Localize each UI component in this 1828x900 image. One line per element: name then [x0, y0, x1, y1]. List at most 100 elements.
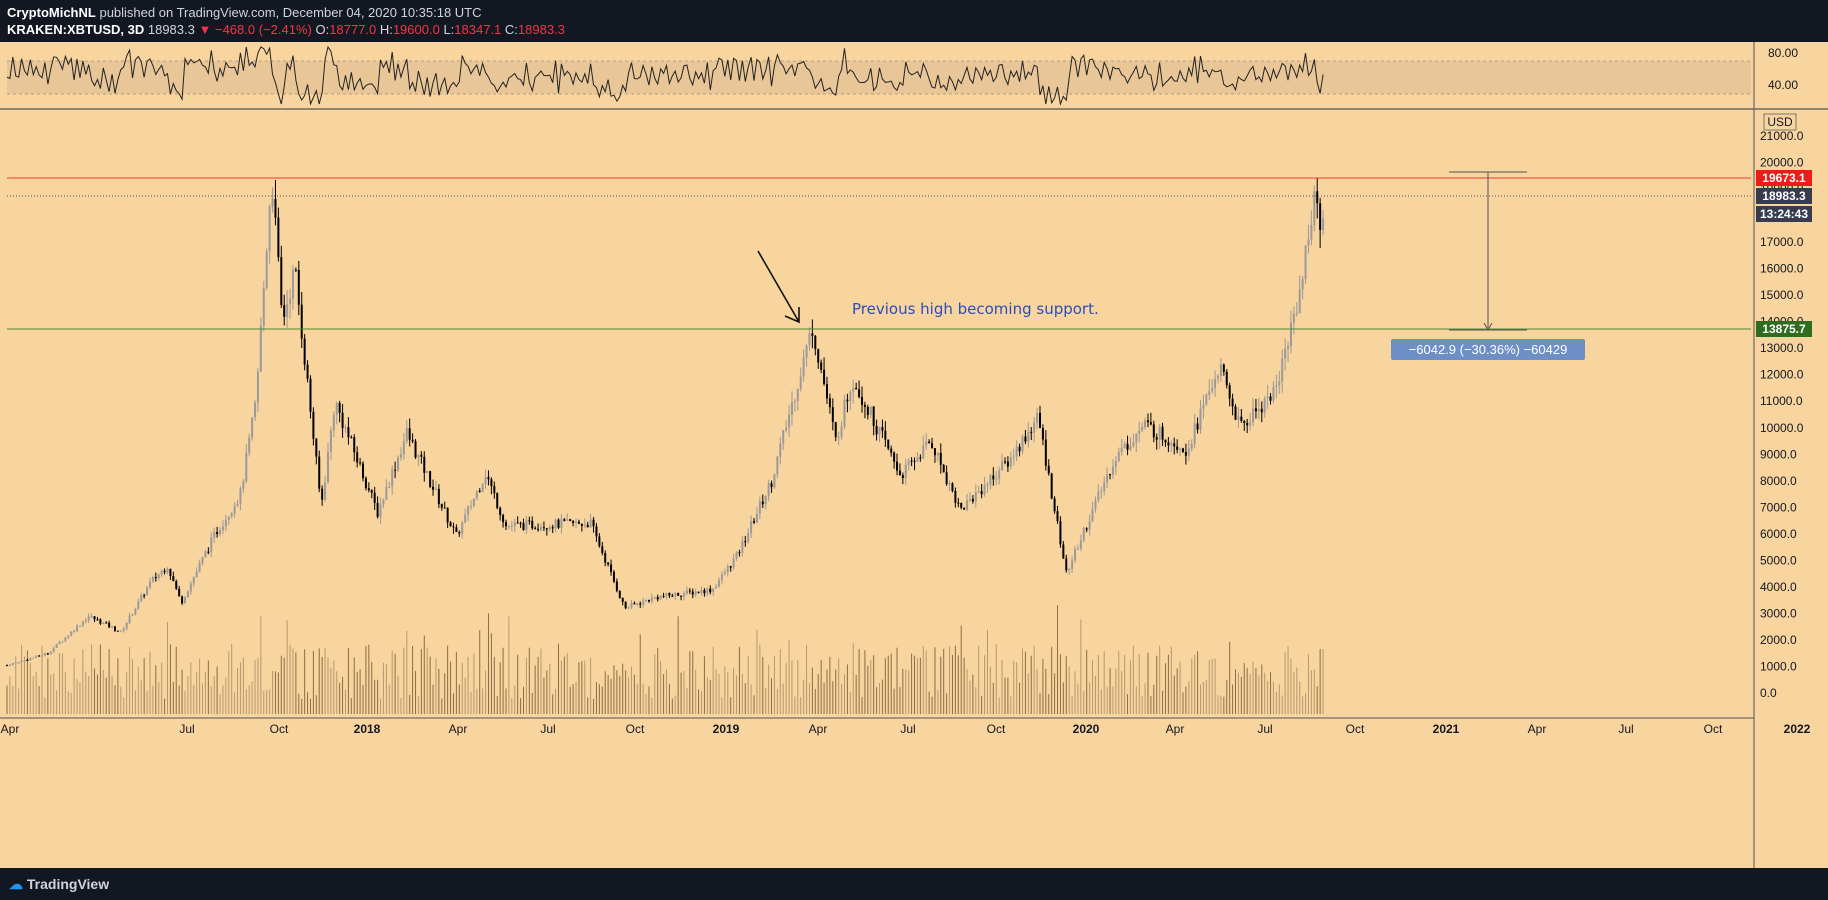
price-tick-label: 3000.0: [1760, 606, 1797, 620]
candle-body: [55, 644, 58, 649]
candle-body: [58, 642, 61, 645]
measure-tool[interactable]: −6042.9 (−30.36%) −60429: [1391, 171, 1585, 360]
time-axis[interactable]: Apr Jul Oct 2018 Apr Jul Oct 2019 Apr Jul Oct 2020 A…: [0, 717, 1811, 736]
candle-body: [802, 357, 805, 377]
candle-body: [1164, 439, 1167, 443]
candle-body: [481, 484, 484, 492]
price-tick-label: 20000.0: [1760, 156, 1804, 170]
candle-body: [1287, 346, 1290, 349]
candle-body: [274, 198, 277, 218]
candle-body: [840, 426, 843, 437]
candle-body: [1152, 424, 1155, 438]
time-tick-label: Oct: [987, 722, 1006, 736]
candle-body: [321, 488, 324, 500]
cloud-icon: ☁: [9, 876, 23, 892]
annotation-text[interactable]: Previous high becoming support.: [852, 300, 1099, 318]
candle-body: [878, 427, 881, 435]
candle-body: [262, 287, 265, 326]
candle-body: [677, 592, 680, 596]
candle-body: [1260, 408, 1263, 413]
candle-body: [665, 593, 668, 597]
candle-body: [1074, 548, 1077, 561]
candle-body: [332, 414, 335, 431]
candle-body: [1103, 482, 1106, 492]
candle-body: [394, 469, 397, 471]
candle-body: [849, 391, 852, 402]
candle-body: [434, 488, 437, 490]
candle-body: [219, 530, 222, 535]
candle-body: [770, 483, 773, 488]
time-tick-label: 2018: [354, 722, 381, 736]
candle-body: [1173, 443, 1176, 447]
candle-body: [43, 653, 46, 656]
candle-body: [925, 441, 928, 446]
candle-body: [405, 428, 408, 442]
candle-body: [744, 541, 747, 543]
candle-body: [954, 491, 957, 503]
tradingview-logo[interactable]: ☁ TradingView: [9, 876, 110, 892]
candle-body: [1106, 474, 1109, 483]
candle-body: [796, 388, 799, 402]
candle-body: [747, 532, 750, 542]
candle-body: [890, 448, 893, 453]
candle-body: [1184, 451, 1187, 456]
candle-body: [137, 601, 140, 609]
candle-body: [1117, 452, 1120, 462]
price-chart[interactable]: Previous high becoming support. −6042.9 …: [0, 42, 1828, 868]
candle-body: [73, 631, 76, 633]
candle-body: [688, 590, 691, 592]
candle-body: [694, 591, 697, 595]
currency-badge[interactable]: [1763, 113, 1797, 131]
symbol-name[interactable]: KRAKEN:XBTUSD, 3D: [7, 22, 145, 37]
price-tick-label: 4000.0: [1760, 580, 1797, 594]
candle-body: [1275, 385, 1278, 387]
candle-body: [633, 603, 636, 605]
low-label: L:: [443, 22, 455, 37]
time-tick-label: Jul: [540, 722, 555, 736]
price-axis[interactable]: 80.00 40.00 21000.020000.019000.018000.0…: [1753, 42, 1812, 868]
candle-body: [382, 499, 385, 505]
candle-body: [1033, 422, 1036, 433]
candle-body: [726, 566, 729, 573]
candle-body: [1263, 398, 1266, 413]
candle-body: [493, 486, 496, 494]
price-tick-label: 1000.0: [1760, 659, 1797, 673]
candle-body: [601, 546, 604, 554]
candle-body: [469, 506, 472, 508]
candle-body: [968, 498, 971, 501]
candle-body: [429, 471, 432, 487]
candle-body: [189, 583, 192, 592]
candle-body: [1065, 558, 1068, 571]
candle-body: [452, 526, 455, 528]
annotation-arrow[interactable]: [757, 250, 800, 324]
candle-body: [46, 653, 49, 655]
candle-body: [1219, 364, 1222, 376]
candle-body: [919, 457, 922, 459]
candle-body: [1001, 461, 1004, 471]
candle-body: [1079, 540, 1082, 549]
candle-body: [303, 338, 306, 365]
candle-body: [1234, 406, 1237, 420]
candle-body: [14, 662, 17, 664]
candle-body: [300, 304, 303, 339]
open-value: 18777.0: [329, 22, 377, 37]
candle-body: [1214, 378, 1217, 388]
candle-body: [329, 430, 332, 452]
rsi-pane[interactable]: [0, 45, 1828, 110]
candle-body: [1132, 442, 1135, 447]
low-value: 18347.1: [454, 22, 502, 37]
candle-body: [81, 621, 84, 626]
candle-body: [440, 504, 443, 508]
author-name[interactable]: CryptoMichNL: [7, 5, 96, 20]
measure-label-box: [1391, 339, 1585, 360]
candle-body: [230, 513, 233, 517]
candle-body: [364, 478, 367, 489]
countdown-box: [1756, 206, 1812, 222]
candle-body: [1141, 427, 1144, 431]
rsi-level-80: 80.00: [1768, 46, 1798, 60]
candle-body: [1228, 385, 1231, 399]
candle-body: [750, 520, 753, 533]
candle-body: [1126, 443, 1129, 450]
candle-body: [933, 448, 936, 456]
candle-body: [1068, 569, 1071, 571]
